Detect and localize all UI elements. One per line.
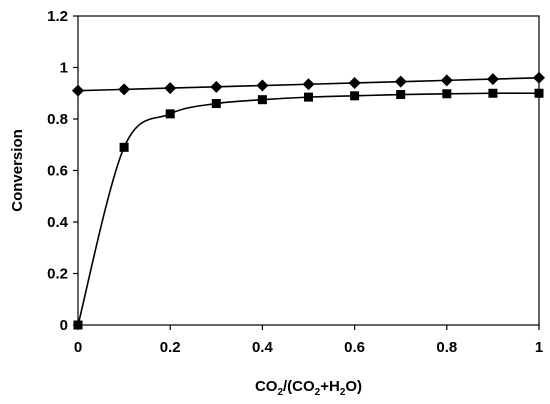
series-1-diamond-point [302, 78, 315, 91]
series-1-diamond-point [394, 75, 407, 88]
series-1-diamond-point [118, 83, 131, 96]
series-2-square-point [257, 95, 267, 105]
plot-area-border [77, 15, 540, 326]
series-1-diamond-point [348, 76, 361, 89]
series-1-diamond-point [486, 73, 499, 86]
series-2-square-point [304, 92, 313, 102]
series-2-square-point [211, 99, 221, 109]
y-tick-label: 1 [60, 60, 68, 77]
series-2-square-point [396, 90, 406, 100]
x-tick-label: 0.8 [436, 339, 457, 356]
x-tick-label: 0.2 [160, 339, 181, 356]
series-layer [72, 71, 545, 330]
series-1-diamond-point [164, 82, 177, 95]
series-1-diamond-point [256, 79, 269, 92]
x-axis-ticks: 0 0.2 0.4 0.6 0.8 1 [74, 325, 543, 356]
series-2-square-point [350, 91, 360, 101]
series-2-square-point [73, 320, 83, 330]
series-2-square-point [534, 88, 544, 98]
series-2-line [77, 92, 540, 326]
series-1-diamond-point [210, 80, 223, 93]
series-1-diamond-point [533, 71, 545, 84]
x-tick-label: 1 [535, 339, 543, 356]
x-axis-title: CO2/(CO2+H2O) [255, 378, 362, 398]
y-tick-label: 0.4 [47, 214, 69, 231]
y-axis-ticks: 0 0.2 0.4 0.6 0.8 1 1.2 [47, 8, 78, 334]
y-tick-label: 0.2 [47, 266, 68, 283]
series-2-square-point [119, 142, 129, 152]
x-tick-label: 0.4 [252, 339, 274, 356]
plot-frame [77, 15, 540, 326]
x-tick-label: 0 [74, 339, 82, 356]
series-2-square-point [165, 109, 175, 119]
y-tick-label: 0.6 [47, 163, 68, 180]
y-tick-label: 0 [60, 317, 68, 334]
y-tick-label: 1.2 [47, 8, 68, 25]
y-axis-title: Conversion [9, 129, 26, 212]
series-1-diamond-point [440, 74, 453, 87]
x-tick-label: 0.6 [344, 339, 365, 356]
series-2-square-point [488, 88, 498, 98]
series-1-diamond-point [72, 84, 84, 97]
y-tick-label: 0.8 [47, 111, 68, 128]
series-2-square-point [442, 89, 452, 99]
